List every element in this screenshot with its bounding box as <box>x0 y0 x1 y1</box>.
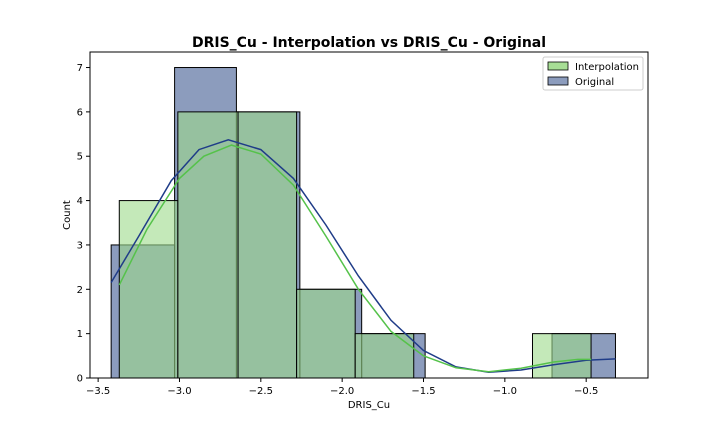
x-tick-label: −1.5 <box>411 386 435 397</box>
y-tick-label: 3 <box>77 240 83 251</box>
y-tick-label: 6 <box>77 107 83 118</box>
kde-line-interpolation <box>118 144 592 373</box>
y-tick-label: 2 <box>77 285 83 296</box>
y-axis-label: Count <box>62 200 73 230</box>
plot-area: −3.5 −3.0 −2.5 −2.0 −1.5 −1.0 −0.5 0 1 2 3 4 5 6 7 <box>77 51 649 397</box>
legend-swatch-original <box>547 76 569 86</box>
y-tick-label: 4 <box>77 196 83 207</box>
y-tick-label: 5 <box>77 152 83 163</box>
legend-swatch-interpolation <box>547 61 569 71</box>
legend-label-interpolation: Interpolation <box>575 62 639 73</box>
legend-label-original: Original <box>575 77 614 88</box>
bar-interpolation-3 <box>296 288 356 379</box>
axes-frame <box>89 51 649 379</box>
y-tick-label: 0 <box>77 374 83 385</box>
bar-interpolation-1 <box>177 111 239 379</box>
x-tick-label: −1.0 <box>493 386 517 397</box>
y-tick-label: 1 <box>77 329 83 340</box>
x-tick-label: −3.5 <box>86 386 110 397</box>
legend: Interpolation Original <box>542 56 644 91</box>
x-tick-label: −0.5 <box>574 386 598 397</box>
x-tick-label: −2.0 <box>330 386 354 397</box>
x-tick-label: −3.0 <box>167 386 191 397</box>
x-tick-label: −2.5 <box>249 386 273 397</box>
bar-interpolation-7 <box>531 333 592 379</box>
kde-line-original <box>110 139 616 373</box>
chart-title: DRIS_Cu - Interpolation vs DRIS_Cu - Ori… <box>192 35 546 51</box>
x-axis-label: DRIS_Cu <box>348 400 390 411</box>
bar-interpolation-2 <box>237 111 298 379</box>
y-tick-label: 7 <box>77 63 83 74</box>
bar-interpolation-4 <box>354 333 415 379</box>
